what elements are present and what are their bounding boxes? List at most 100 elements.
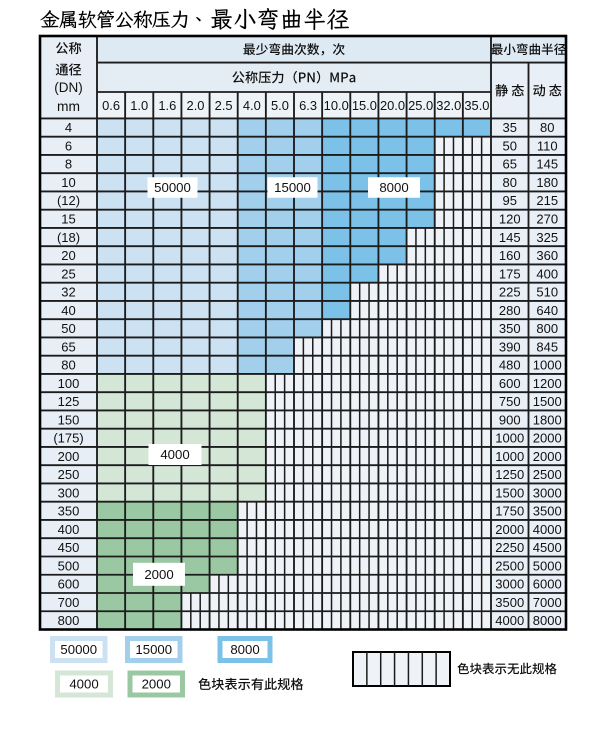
svg-text:50000: 50000 — [154, 180, 191, 195]
svg-text:225: 225 — [499, 285, 521, 300]
svg-text:6000: 6000 — [533, 577, 562, 592]
svg-text:50: 50 — [61, 321, 75, 336]
svg-text:200: 200 — [58, 449, 80, 464]
svg-text:15: 15 — [61, 211, 75, 226]
svg-text:350: 350 — [499, 321, 521, 336]
svg-text:250: 250 — [58, 467, 80, 482]
svg-text:0.6: 0.6 — [102, 98, 120, 113]
svg-text:500: 500 — [58, 558, 80, 573]
svg-text:35.0: 35.0 — [464, 98, 489, 113]
svg-text:4500: 4500 — [533, 540, 562, 555]
svg-text:2500: 2500 — [533, 467, 562, 482]
svg-text:360: 360 — [536, 248, 558, 263]
svg-text:450: 450 — [58, 540, 80, 555]
svg-text:80: 80 — [61, 358, 75, 373]
svg-text:145: 145 — [536, 157, 558, 172]
svg-text:1800: 1800 — [533, 412, 562, 427]
svg-text:350: 350 — [58, 504, 80, 519]
svg-text:640: 640 — [536, 303, 558, 318]
svg-text:80: 80 — [503, 175, 517, 190]
svg-text:125: 125 — [58, 394, 80, 409]
svg-text:2000: 2000 — [144, 567, 173, 582]
svg-text:1000: 1000 — [533, 358, 562, 373]
svg-text:50: 50 — [503, 138, 517, 153]
svg-text:(18): (18) — [57, 230, 80, 245]
svg-text:6: 6 — [65, 138, 72, 153]
svg-text:175: 175 — [499, 266, 521, 281]
svg-text:4000: 4000 — [69, 677, 98, 692]
svg-text:25: 25 — [61, 266, 75, 281]
svg-text:2000: 2000 — [533, 449, 562, 464]
svg-text:65: 65 — [503, 157, 517, 172]
svg-text:8000: 8000 — [230, 642, 259, 657]
svg-text:4: 4 — [65, 120, 72, 135]
svg-text:4000: 4000 — [160, 447, 189, 462]
svg-text:300: 300 — [58, 485, 80, 500]
svg-text:600: 600 — [58, 577, 80, 592]
svg-text:280: 280 — [499, 303, 521, 318]
svg-text:7000: 7000 — [533, 595, 562, 610]
svg-text:95: 95 — [503, 193, 517, 208]
svg-text:390: 390 — [499, 339, 521, 354]
svg-text:2.5: 2.5 — [215, 98, 233, 113]
svg-text:100: 100 — [58, 376, 80, 391]
svg-text:15000: 15000 — [135, 642, 172, 657]
svg-text:900: 900 — [499, 412, 521, 427]
svg-text:700: 700 — [58, 595, 80, 610]
svg-text:5000: 5000 — [533, 558, 562, 573]
svg-text:32.0: 32.0 — [436, 98, 461, 113]
svg-text:8000: 8000 — [379, 180, 408, 195]
svg-text:2500: 2500 — [495, 558, 524, 573]
svg-text:600: 600 — [499, 376, 521, 391]
svg-text:180: 180 — [536, 175, 558, 190]
svg-text:1.0: 1.0 — [130, 98, 148, 113]
svg-text:110: 110 — [537, 138, 558, 153]
svg-text:10: 10 — [61, 175, 75, 190]
svg-text:8000: 8000 — [533, 613, 562, 628]
svg-text:150: 150 — [58, 412, 80, 427]
svg-text:845: 845 — [536, 339, 558, 354]
svg-text:40: 40 — [61, 303, 75, 318]
svg-text:400: 400 — [58, 522, 80, 537]
svg-text:1000: 1000 — [495, 431, 524, 446]
svg-text:145: 145 — [499, 230, 521, 245]
svg-text:mm: mm — [57, 99, 80, 114]
svg-text:8: 8 — [65, 157, 72, 172]
svg-text:2.0: 2.0 — [187, 98, 205, 113]
svg-text:2000: 2000 — [142, 677, 171, 692]
svg-text:1750: 1750 — [495, 504, 524, 519]
svg-text:750: 750 — [499, 394, 521, 409]
svg-text:1500: 1500 — [495, 485, 524, 500]
svg-text:32: 32 — [61, 285, 75, 300]
svg-text:4000: 4000 — [495, 613, 524, 628]
svg-text:3500: 3500 — [495, 595, 524, 610]
svg-text:4.0: 4.0 — [243, 98, 261, 113]
svg-text:15000: 15000 — [274, 180, 311, 195]
svg-text:3000: 3000 — [495, 577, 524, 592]
svg-text:1250: 1250 — [495, 467, 524, 482]
svg-text:800: 800 — [58, 613, 80, 628]
svg-text:1.6: 1.6 — [158, 98, 176, 113]
svg-text:1200: 1200 — [533, 376, 562, 391]
svg-text:4000: 4000 — [533, 522, 562, 537]
svg-text:(12): (12) — [57, 193, 80, 208]
svg-text:480: 480 — [499, 358, 521, 373]
svg-text:270: 270 — [536, 211, 558, 226]
svg-text:15.0: 15.0 — [352, 98, 377, 113]
svg-text:20: 20 — [61, 248, 75, 263]
svg-text:65: 65 — [61, 339, 75, 354]
svg-text:5.0: 5.0 — [271, 98, 289, 113]
svg-text:2000: 2000 — [495, 522, 524, 537]
svg-text:35: 35 — [503, 120, 517, 135]
svg-text:6.3: 6.3 — [299, 98, 317, 113]
svg-text:800: 800 — [536, 321, 558, 336]
svg-text:50000: 50000 — [60, 642, 97, 657]
svg-text:3500: 3500 — [533, 504, 562, 519]
svg-text:120: 120 — [499, 211, 521, 226]
svg-text:20.0: 20.0 — [380, 98, 405, 113]
svg-text:3000: 3000 — [533, 485, 562, 500]
svg-text:25.0: 25.0 — [408, 98, 433, 113]
svg-text:80: 80 — [540, 120, 554, 135]
svg-text:(175): (175) — [53, 431, 83, 446]
svg-text:10.0: 10.0 — [324, 98, 349, 113]
